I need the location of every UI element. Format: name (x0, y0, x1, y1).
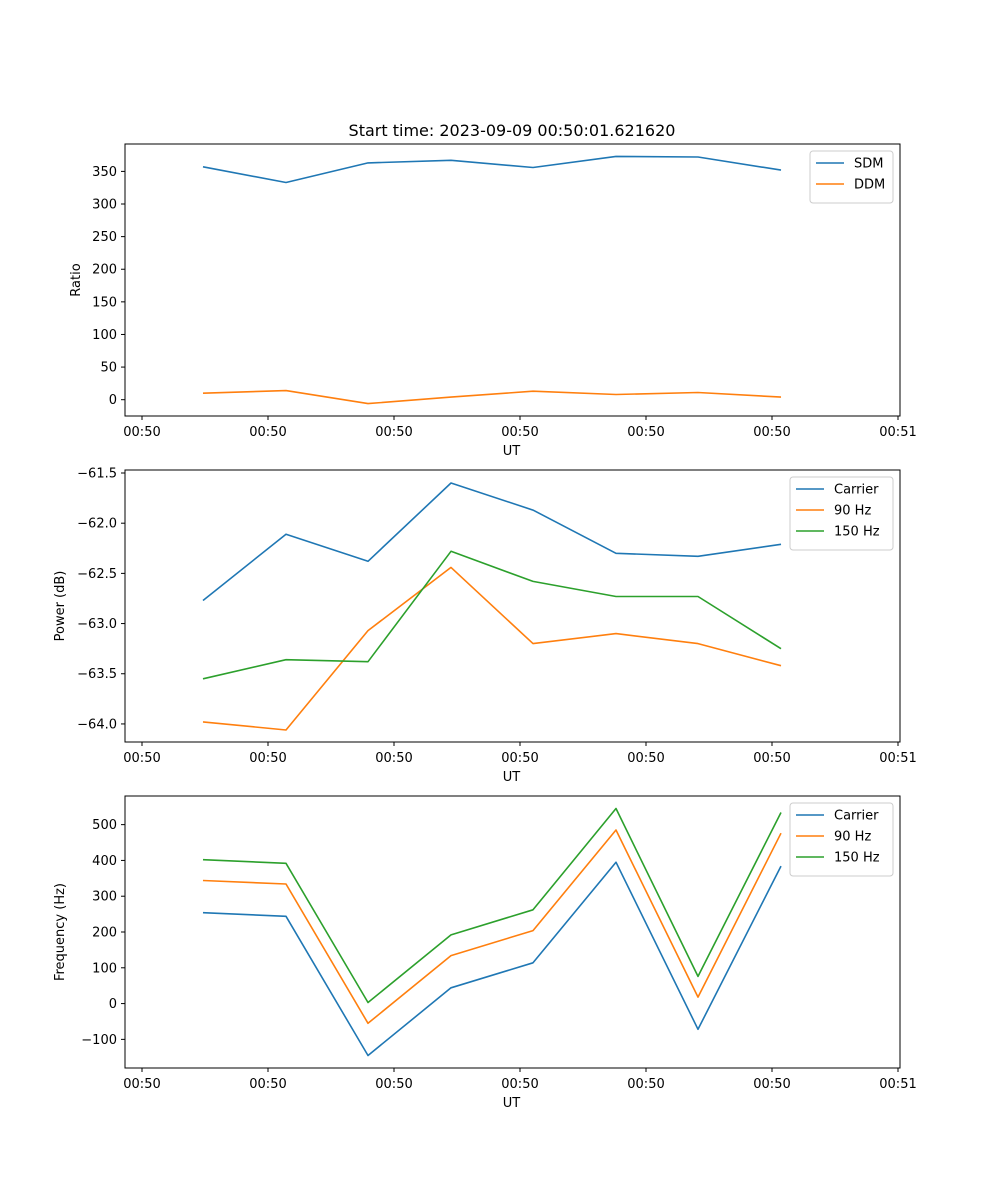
x-tick-label: 00:50 (375, 751, 412, 766)
x-tick-label: 00:50 (627, 751, 664, 766)
panel-2: 00:50 00:50 00:50 00:50 00:50 00:50 00:51 UT −64… (53, 467, 917, 785)
y-tick-label: 150 (92, 295, 117, 310)
series-line-90-hz (202, 829, 782, 1025)
legend (809, 150, 894, 204)
legend-label: 90 Hz (834, 830, 871, 845)
x-tick-label: 00:50 (627, 1077, 664, 1092)
y-tick-label: 300 (92, 198, 117, 213)
x-tick-label: 00:50 (123, 1077, 160, 1092)
y-tick-label: 200 (92, 263, 117, 278)
x-tick-label: 00:50 (501, 1077, 538, 1092)
x-tick-label: 00:50 (627, 425, 664, 440)
plot-frame (124, 143, 901, 417)
x-tick-label: 00:51 (879, 751, 916, 766)
x-tick-label: 00:50 (123, 425, 160, 440)
y-tick-label: −100 (81, 1033, 117, 1048)
legend-label: Carrier (834, 483, 879, 498)
x-tick-label: 00:50 (501, 751, 538, 766)
y-tick-label: −64.0 (77, 717, 117, 732)
x-axis-label: UT (503, 1096, 521, 1111)
y-tick-label: 200 (92, 926, 117, 941)
y-tick-label: −63.0 (77, 617, 117, 632)
y-axis-label: Frequency (Hz) (53, 883, 68, 981)
series-line-ddm (202, 389, 782, 405)
y-tick-label: −62.5 (77, 567, 117, 582)
x-tick-label: 00:50 (375, 425, 412, 440)
legend-label: SDM (854, 157, 883, 172)
y-tick-label: 50 (100, 361, 117, 376)
x-tick-label: 00:50 (753, 751, 790, 766)
x-tick-label: 00:50 (123, 751, 160, 766)
series-line-90-hz (202, 566, 782, 731)
y-axis-label: Ratio (69, 263, 84, 296)
y-tick-label: 100 (92, 961, 117, 976)
panel-1: 00:50 00:50 00:50 00:50 00:50 00:50 00:51 UT 0 50… (69, 143, 917, 459)
legend-label: 150 Hz (834, 525, 880, 540)
series-line-150-hz (202, 550, 782, 680)
series-line-carrier (202, 861, 782, 1057)
y-tick-label: 250 (92, 230, 117, 245)
x-tick-label: 00:50 (249, 1077, 286, 1092)
x-tick-label: 00:50 (375, 1077, 412, 1092)
y-tick-label: 100 (92, 328, 117, 343)
series-line-150-hz (202, 807, 782, 1004)
series-line-carrier (202, 482, 782, 602)
x-axis-label: UT (503, 770, 521, 785)
x-tick-label: 00:50 (753, 1077, 790, 1092)
y-tick-label: 0 (109, 997, 117, 1012)
panels: 00:50 00:50 00:50 00:50 00:50 00:50 00:51 UT 0 50… (53, 143, 917, 1111)
y-tick-label: 0 (109, 393, 117, 408)
y-tick-label: −61.5 (77, 467, 117, 482)
x-axis-label: UT (503, 444, 521, 459)
legend-label: Carrier (834, 809, 879, 824)
x-tick-label: 00:50 (501, 425, 538, 440)
plot-frame (124, 469, 901, 743)
legend-label: DDM (854, 178, 885, 193)
x-tick-label: 00:51 (879, 1077, 916, 1092)
series-line-sdm (202, 155, 782, 184)
y-tick-label: −63.5 (77, 667, 117, 682)
y-tick-label: 350 (92, 165, 117, 180)
y-tick-label: 500 (92, 818, 117, 833)
figure-title: Start time: 2023-09-09 00:50:01.621620 (349, 121, 676, 140)
legend-label: 150 Hz (834, 851, 880, 866)
y-axis-label: Power (dB) (53, 571, 68, 642)
panel-3: 00:50 00:50 00:50 00:50 00:50 00:50 00:51 UT −10… (53, 795, 917, 1111)
plot-frame (124, 795, 901, 1069)
x-tick-label: 00:50 (249, 751, 286, 766)
y-tick-label: −62.0 (77, 517, 117, 532)
x-tick-label: 00:50 (249, 425, 286, 440)
x-tick-label: 00:50 (753, 425, 790, 440)
x-tick-label: 00:51 (879, 425, 916, 440)
y-tick-label: 300 (92, 890, 117, 905)
y-tick-label: 400 (92, 854, 117, 869)
legend-label: 90 Hz (834, 504, 871, 519)
